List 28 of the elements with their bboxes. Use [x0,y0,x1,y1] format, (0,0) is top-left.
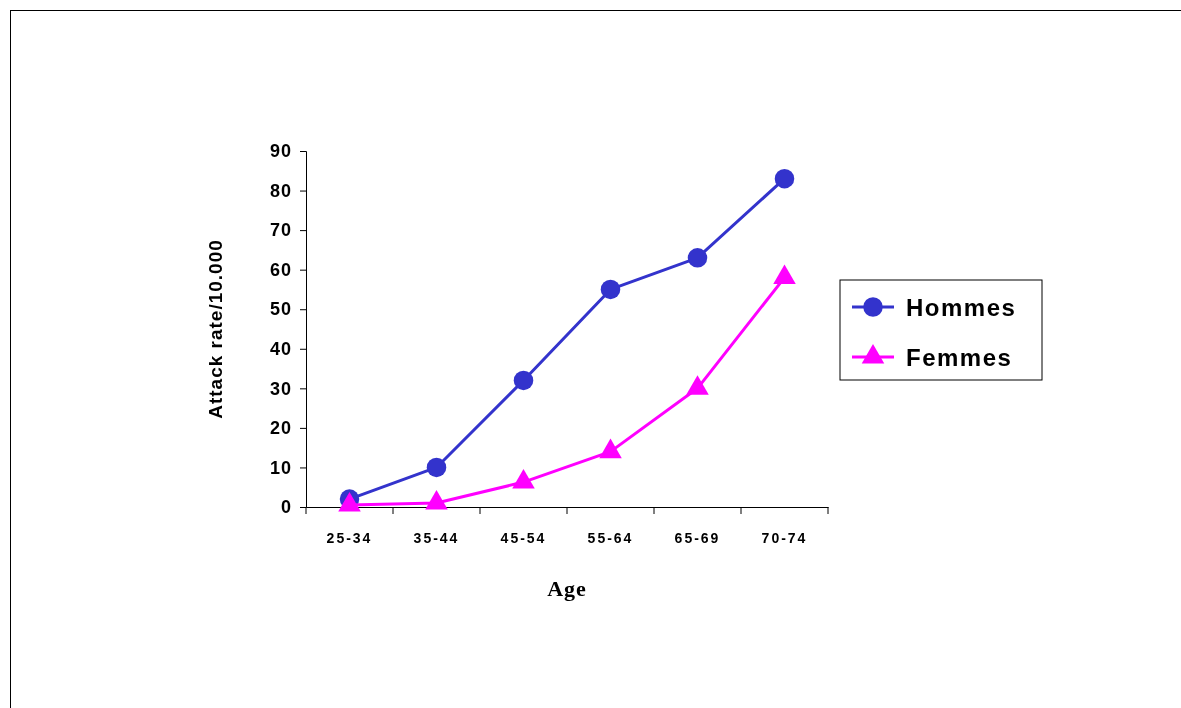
x-tick-label: 70-74 [761,529,808,546]
point [687,248,708,268]
y-tick-label: 70 [269,220,292,241]
x-tick-label: 25-34 [326,529,373,546]
legend-label: Hommes [906,294,1017,321]
point [513,370,534,391]
y-tick-label: 40 [269,339,292,360]
x-axis-title: Age [547,576,587,601]
point [512,469,535,489]
y-tick-label: 10 [269,457,292,478]
point [600,279,621,300]
point [599,438,622,459]
legend-label: Femmes [906,344,1013,371]
x-tick-label: 65-69 [674,529,721,546]
y-tick-label: 20 [269,418,292,439]
point [686,375,709,395]
y-tick-label: 60 [269,259,292,280]
y-tick-label: 50 [269,299,292,320]
y-tick-label: 90 [269,141,292,162]
y-tick-label: 30 [269,378,292,399]
point [774,168,795,189]
x-tick-label: 35-44 [413,529,460,546]
point [425,490,448,510]
y-axis-title: Attack rate/10.000 [205,239,226,419]
y-tick-label: 80 [269,180,292,201]
y-tick-label: 0 [280,497,292,518]
x-tick-label: 45-54 [500,529,547,546]
x-tick-label: 55-64 [587,529,634,546]
